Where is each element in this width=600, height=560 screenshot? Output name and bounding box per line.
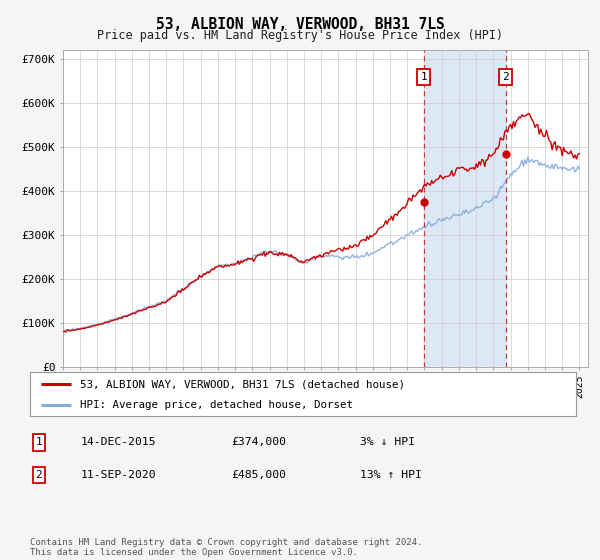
Text: 13% ↑ HPI: 13% ↑ HPI (360, 470, 422, 480)
Text: 53, ALBION WAY, VERWOOD, BH31 7LS (detached house): 53, ALBION WAY, VERWOOD, BH31 7LS (detac… (80, 379, 405, 389)
Text: 53, ALBION WAY, VERWOOD, BH31 7LS: 53, ALBION WAY, VERWOOD, BH31 7LS (155, 17, 445, 32)
Text: Contains HM Land Registry data © Crown copyright and database right 2024.
This d: Contains HM Land Registry data © Crown c… (30, 538, 422, 557)
Text: 11-SEP-2020: 11-SEP-2020 (81, 470, 157, 480)
Text: 1: 1 (421, 72, 427, 82)
Text: 14-DEC-2015: 14-DEC-2015 (81, 437, 157, 447)
Bar (424, 50, 506, 367)
Text: 1: 1 (35, 437, 43, 447)
Text: 2: 2 (502, 72, 509, 82)
Text: Price paid vs. HM Land Registry's House Price Index (HPI): Price paid vs. HM Land Registry's House … (97, 29, 503, 42)
Text: 2: 2 (35, 470, 43, 480)
Text: 3% ↓ HPI: 3% ↓ HPI (360, 437, 415, 447)
Text: £374,000: £374,000 (231, 437, 286, 447)
Text: HPI: Average price, detached house, Dorset: HPI: Average price, detached house, Dors… (80, 400, 353, 409)
Text: £485,000: £485,000 (231, 470, 286, 480)
